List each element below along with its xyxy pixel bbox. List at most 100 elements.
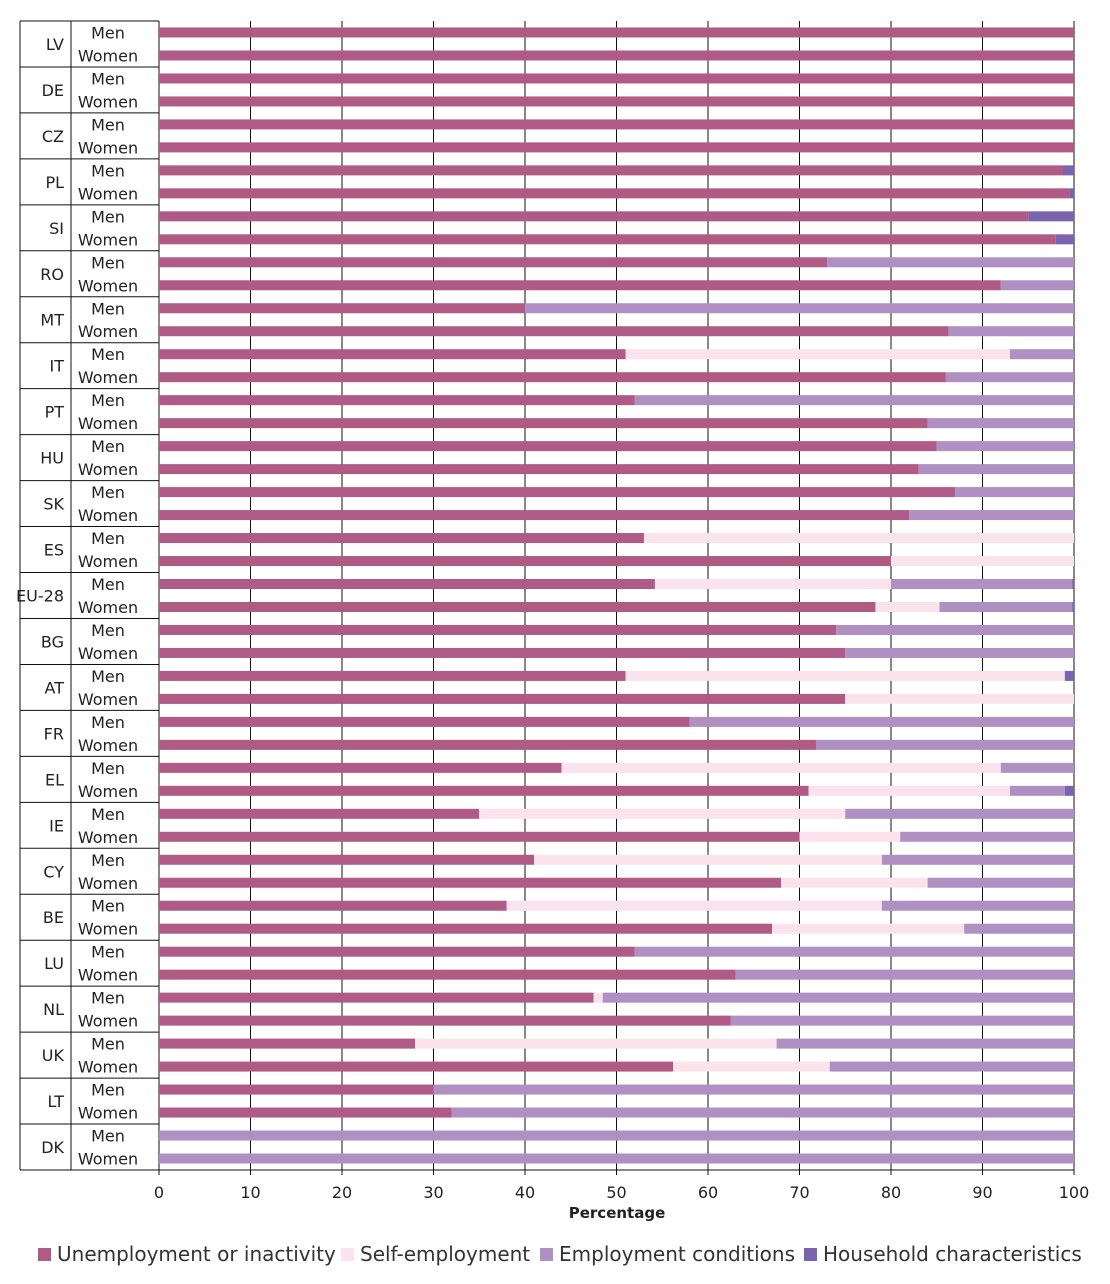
bar-segment bbox=[159, 601, 876, 612]
bar-segment bbox=[881, 854, 1074, 865]
bar-segment bbox=[875, 601, 940, 612]
sex-label: Men bbox=[91, 1081, 125, 1100]
sex-label: Men bbox=[91, 1127, 125, 1146]
sex-label: Women bbox=[78, 644, 138, 663]
bar-segment bbox=[1009, 785, 1065, 796]
bar-segment bbox=[955, 487, 1074, 498]
sex-label: Women bbox=[78, 828, 138, 847]
bar-segment bbox=[826, 257, 1074, 268]
sex-label: Women bbox=[78, 1058, 138, 1077]
bar-segment bbox=[845, 808, 1074, 819]
country-label: LT bbox=[48, 1092, 65, 1111]
bar-segment bbox=[479, 808, 846, 819]
bar-segment bbox=[159, 900, 507, 911]
sex-label: Women bbox=[78, 368, 138, 387]
country-label: BG bbox=[41, 632, 64, 651]
sex-label: Men bbox=[91, 621, 125, 640]
bar-segment bbox=[1000, 762, 1074, 773]
bar-segment bbox=[159, 1084, 434, 1095]
country-label: BE bbox=[43, 908, 64, 927]
country-label: CZ bbox=[42, 127, 64, 146]
sex-label: Men bbox=[91, 437, 125, 456]
x-tick-label: 80 bbox=[881, 1183, 901, 1202]
bar-segment bbox=[735, 969, 1074, 980]
country-label: LV bbox=[46, 35, 64, 54]
bar-segment bbox=[927, 418, 1074, 429]
legend-swatch bbox=[804, 1248, 817, 1261]
bar-segment bbox=[625, 670, 1065, 681]
bar-segment bbox=[936, 441, 1074, 452]
sex-label: Women bbox=[78, 138, 138, 157]
x-tick-label: 30 bbox=[423, 1183, 443, 1202]
country-label: EU-28 bbox=[16, 587, 64, 606]
x-tick-label: 50 bbox=[606, 1183, 626, 1202]
bar-segment bbox=[506, 900, 882, 911]
country-label: LU bbox=[44, 954, 64, 973]
bar-segment bbox=[159, 280, 1001, 291]
sex-label: Men bbox=[91, 759, 125, 778]
bar-segment bbox=[1000, 280, 1074, 291]
sex-label: Women bbox=[78, 920, 138, 939]
bar-segment bbox=[1064, 670, 1074, 681]
bar-segment bbox=[948, 326, 1074, 337]
bar-segment bbox=[1064, 785, 1074, 796]
bar-segment bbox=[159, 395, 635, 406]
bar-segment bbox=[159, 1107, 452, 1118]
bar-segment bbox=[159, 579, 655, 590]
sex-label: Men bbox=[91, 805, 125, 824]
sex-label: Men bbox=[91, 345, 125, 364]
bar-segment bbox=[433, 1084, 1074, 1095]
legend-label: Employment conditions bbox=[559, 1242, 795, 1266]
sex-label: Women bbox=[78, 874, 138, 893]
country-label: UK bbox=[42, 1046, 65, 1065]
sex-label: Men bbox=[91, 529, 125, 548]
legend-label: Household characteristics bbox=[823, 1242, 1082, 1266]
bar-segment bbox=[159, 992, 594, 1003]
sex-label: Men bbox=[91, 667, 125, 686]
bar-segment bbox=[159, 142, 1074, 153]
sex-label: Men bbox=[91, 1035, 125, 1054]
bar-segment bbox=[159, 50, 1074, 61]
bar-segment bbox=[689, 716, 1074, 727]
bar-segment bbox=[900, 831, 1074, 842]
x-tick-label: 90 bbox=[972, 1183, 992, 1202]
bar-segment bbox=[159, 946, 635, 957]
bar-segment bbox=[1072, 601, 1074, 612]
sex-label: Men bbox=[91, 23, 125, 42]
bar-segment bbox=[159, 211, 1029, 222]
bar-segment bbox=[654, 579, 891, 590]
country-label: SI bbox=[49, 219, 64, 238]
bar-segment bbox=[159, 510, 910, 521]
country-label: MT bbox=[40, 311, 64, 330]
sex-label: Women bbox=[78, 1012, 138, 1031]
bar-segment bbox=[845, 693, 1074, 704]
bar-segment bbox=[808, 785, 1010, 796]
country-label: PL bbox=[45, 173, 64, 192]
x-tick-label: 10 bbox=[240, 1183, 260, 1202]
sex-label: Men bbox=[91, 253, 125, 272]
bar-segment bbox=[415, 1038, 777, 1049]
bar-segment bbox=[159, 831, 800, 842]
x-tick-label: 20 bbox=[332, 1183, 352, 1202]
country-label: CY bbox=[43, 862, 64, 881]
sex-label: Women bbox=[78, 230, 138, 249]
legend-label: Self-employment bbox=[360, 1242, 530, 1266]
x-axis-label: Percentage bbox=[569, 1204, 666, 1222]
bar-segment bbox=[891, 556, 1074, 567]
sex-label: Women bbox=[78, 322, 138, 341]
bar-segment bbox=[159, 165, 1064, 176]
bar-segment bbox=[159, 1153, 1074, 1164]
country-label: SK bbox=[43, 495, 64, 514]
bar-segment bbox=[634, 946, 1074, 957]
bar-segment bbox=[159, 762, 562, 773]
bar-segment bbox=[159, 693, 846, 704]
bar-segment bbox=[159, 119, 1074, 130]
sex-label: Women bbox=[78, 184, 138, 203]
x-tick-label: 100 bbox=[1059, 1183, 1090, 1202]
bar-segment bbox=[1009, 349, 1074, 360]
legend-swatch bbox=[38, 1248, 51, 1261]
x-axis: 0 10 20 30 40 50 60 70 80 90 100 bbox=[20, 1169, 1090, 1202]
bar-segment bbox=[918, 464, 1074, 475]
sex-label: Women bbox=[78, 1104, 138, 1123]
sex-label: Women bbox=[78, 92, 138, 111]
